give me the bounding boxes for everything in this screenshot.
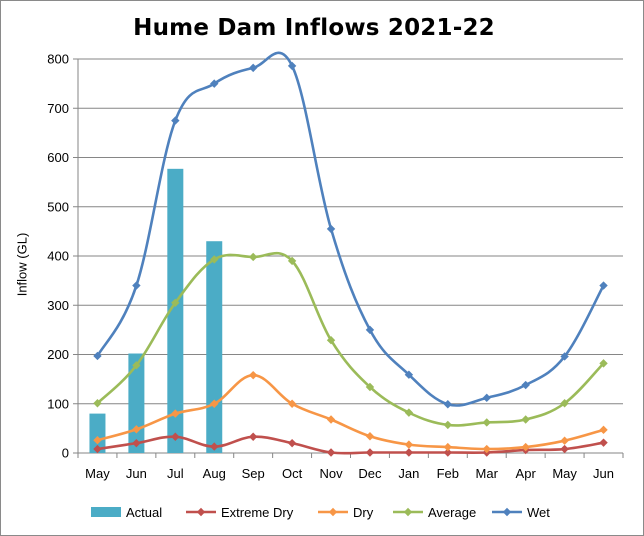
point-dry — [287, 399, 297, 408]
bar-actual — [89, 413, 106, 453]
point-wet — [521, 380, 530, 390]
bar-actual — [167, 168, 184, 453]
point-average — [132, 361, 141, 370]
point-dry — [404, 440, 414, 449]
x-tick-label: Dec — [358, 466, 382, 481]
point-average — [287, 256, 297, 266]
point-average — [443, 420, 453, 430]
legend-label-average: Average — [428, 505, 476, 520]
legend-label-extreme-dry: Extreme Dry — [221, 505, 294, 520]
point-dry — [326, 415, 336, 424]
point-average — [521, 415, 530, 424]
point-dry — [132, 425, 141, 434]
x-tick-label: Oct — [282, 466, 303, 481]
y-tick-label: 700 — [47, 101, 69, 116]
y-tick-label: 100 — [47, 396, 69, 411]
legend-marker-wet — [502, 507, 512, 517]
point-dry — [443, 442, 453, 452]
point-wet — [443, 400, 453, 409]
point-dry — [599, 425, 608, 435]
point-extreme-dry — [248, 432, 258, 441]
x-tick-label: May — [552, 466, 577, 481]
point-extreme-dry — [210, 442, 219, 451]
point-average — [599, 359, 608, 368]
point-dry — [560, 436, 569, 445]
legend-marker-extreme-dry — [196, 507, 206, 517]
point-average — [248, 252, 258, 262]
x-tick-label: Nov — [319, 466, 343, 481]
point-extreme-dry — [171, 432, 180, 441]
point-extreme-dry — [132, 438, 141, 448]
point-wet — [248, 63, 258, 73]
x-tick-label: Feb — [437, 466, 459, 481]
point-average — [365, 382, 375, 392]
point-average — [93, 399, 102, 408]
point-extreme-dry — [404, 448, 414, 457]
point-dry — [521, 442, 530, 452]
legend-label-wet: Wet — [527, 505, 550, 520]
point-wet — [482, 393, 491, 403]
legend-marker-dry — [328, 507, 338, 517]
point-wet — [171, 116, 180, 125]
point-wet — [365, 325, 375, 335]
point-wet — [132, 281, 141, 290]
point-wet — [210, 79, 219, 88]
point-average — [171, 298, 180, 307]
x-tick-label: Jun — [126, 466, 147, 481]
x-tick-label: Mar — [476, 466, 499, 481]
y-tick-label: 800 — [47, 52, 69, 67]
y-tick-label: 200 — [47, 347, 69, 362]
point-dry — [210, 399, 219, 408]
point-dry — [171, 409, 180, 418]
point-extreme-dry — [365, 448, 375, 457]
x-tick-label: Apr — [516, 466, 537, 481]
y-tick-label: 300 — [47, 298, 69, 313]
point-wet — [287, 61, 297, 71]
point-extreme-dry — [599, 438, 608, 447]
point-extreme-dry — [93, 444, 102, 454]
point-extreme-dry — [326, 448, 336, 457]
point-wet — [560, 352, 569, 361]
legend-label-actual: Actual — [126, 505, 162, 520]
point-average — [326, 336, 336, 345]
point-wet — [326, 224, 336, 234]
point-average — [404, 408, 414, 417]
point-wet — [404, 370, 414, 379]
point-average — [210, 255, 219, 264]
point-dry — [482, 444, 491, 454]
point-average — [482, 418, 491, 427]
legend-label-dry: Dry — [353, 505, 374, 520]
x-tick-label: Jan — [398, 466, 419, 481]
x-tick-label: Jun — [593, 466, 614, 481]
point-extreme-dry — [443, 448, 453, 457]
point-dry — [248, 370, 258, 380]
point-wet — [599, 281, 608, 290]
point-extreme-dry — [560, 444, 569, 454]
bar-actual — [206, 241, 223, 453]
y-tick-label: 500 — [47, 199, 69, 214]
y-tick-label: 0 — [62, 446, 69, 461]
point-wet — [93, 351, 102, 361]
legend-swatch-actual — [91, 507, 121, 517]
point-dry — [365, 432, 375, 441]
x-tick-label: May — [85, 466, 110, 481]
x-tick-label: Aug — [203, 466, 226, 481]
y-tick-label: 600 — [47, 150, 69, 165]
point-extreme-dry — [287, 438, 297, 448]
x-tick-label: Sep — [242, 466, 265, 481]
legend-marker-average — [403, 507, 413, 517]
x-tick-label: Jul — [167, 466, 184, 481]
point-average — [560, 399, 569, 408]
point-dry — [93, 435, 102, 445]
chart-title: Hume Dam Inflows 2021-22 — [133, 15, 495, 41]
y-tick-label: 400 — [47, 249, 69, 264]
